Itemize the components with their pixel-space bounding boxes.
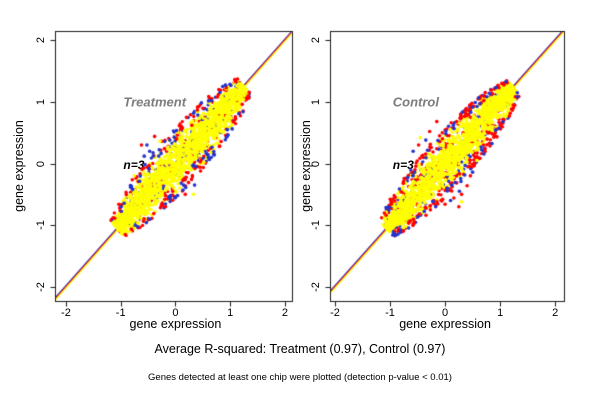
y-tick-label: -1 (35, 220, 47, 231)
x-tick-label: 0 (172, 307, 179, 319)
x-tick-label: -2 (61, 307, 71, 319)
y-tick-label: -2 (35, 281, 47, 292)
x-tick-label: -2 (330, 307, 340, 319)
y-axis-label: gene expression (12, 120, 26, 212)
y-tick-label: 2 (35, 37, 47, 44)
caption-average-r-squared: Average R-squared: Treatment (0.97), Con… (154, 342, 446, 356)
x-tick-label: 2 (281, 307, 288, 319)
control-plot-canvas (324, 29, 568, 309)
caption-detection-note: Genes detected at least one chip were pl… (148, 372, 452, 383)
y-tick-label: 1 (310, 98, 322, 105)
x-tick-label: 1 (497, 307, 504, 319)
y-tick-label: 0 (310, 160, 322, 167)
x-tick-label: -1 (115, 307, 126, 319)
y-tick-label: -2 (310, 281, 322, 292)
y-tick-label: 2 (310, 37, 322, 44)
x-axis-label: gene expression (399, 317, 491, 331)
y-tick-label: 1 (35, 98, 47, 105)
x-tick-label: -1 (385, 307, 395, 319)
x-axis-label: gene expression (129, 317, 222, 331)
x-tick-label: 1 (227, 307, 234, 319)
x-tick-label: 2 (552, 307, 559, 319)
y-tick-label: 0 (35, 160, 47, 167)
y-tick-label: -1 (310, 220, 322, 231)
treatment-plot-canvas (49, 29, 296, 309)
x-tick-label: 0 (442, 307, 449, 319)
